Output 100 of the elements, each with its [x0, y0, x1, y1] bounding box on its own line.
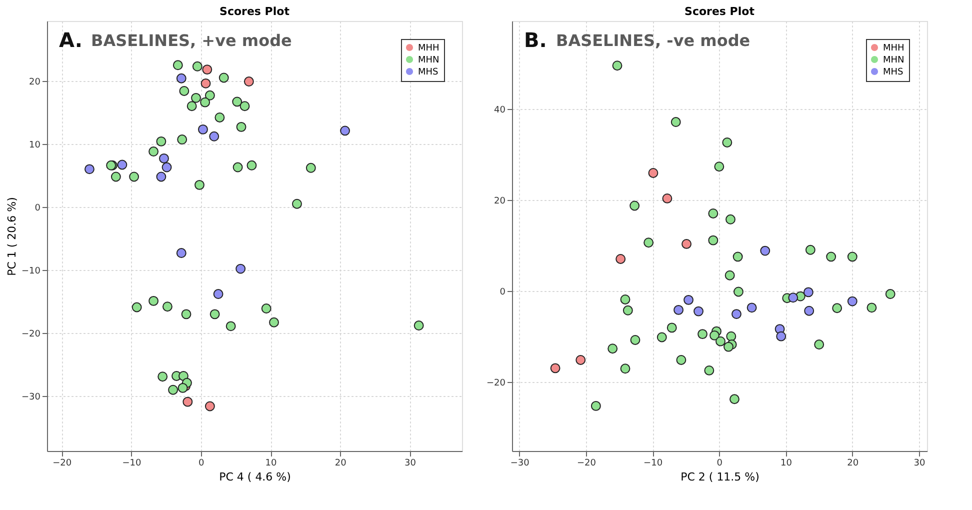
- x-tick-label: 10: [780, 458, 792, 468]
- chart-title: Scores Plot: [684, 5, 754, 18]
- point: [662, 193, 672, 204]
- legend-label: MHS: [883, 68, 904, 78]
- point: [698, 329, 708, 340]
- point: [710, 330, 720, 340]
- chart-title: Scores Plot: [220, 5, 290, 18]
- point: [117, 160, 128, 170]
- point: [340, 126, 350, 136]
- x-tick-label: 30: [404, 458, 416, 468]
- y-tick-label: 0: [500, 287, 506, 298]
- annotation: B.: [524, 28, 547, 52]
- point: [204, 401, 215, 412]
- point: [162, 302, 172, 312]
- point: [804, 306, 814, 316]
- point: [186, 101, 197, 112]
- point: [182, 396, 193, 407]
- point: [826, 252, 836, 262]
- point: [590, 400, 601, 411]
- point: [168, 384, 178, 395]
- point: [246, 160, 257, 170]
- point: [210, 309, 220, 320]
- annotation: A.: [59, 28, 82, 52]
- x-axis-title: PC 2 ( 11.5 %): [680, 470, 760, 484]
- point: [176, 73, 186, 84]
- annotation: BASELINES, -ve mode: [556, 31, 750, 50]
- point: [666, 322, 677, 333]
- point: [682, 239, 692, 249]
- x-tick-label: 0: [198, 458, 205, 468]
- point: [630, 335, 640, 345]
- point: [292, 198, 302, 209]
- point: [550, 363, 560, 374]
- point: [648, 168, 658, 178]
- point: [226, 321, 236, 332]
- point: [847, 296, 858, 306]
- point: [734, 286, 744, 297]
- x-tick-label: 0: [716, 458, 723, 468]
- point: [866, 302, 877, 313]
- x-tick-label: −20: [52, 458, 72, 468]
- x-tick-label: −20: [576, 458, 596, 468]
- point: [708, 235, 718, 246]
- point: [191, 92, 201, 103]
- point: [832, 303, 842, 314]
- point: [214, 112, 225, 122]
- point: [814, 340, 824, 350]
- point: [158, 372, 168, 382]
- point: [200, 78, 211, 88]
- y-tick-label: 10: [29, 140, 41, 150]
- point: [200, 97, 210, 108]
- y-tick-label: −20: [22, 330, 41, 340]
- point: [630, 200, 640, 211]
- point: [576, 355, 586, 365]
- point: [156, 172, 166, 182]
- point: [244, 76, 254, 86]
- x-tick-label: 20: [847, 458, 859, 468]
- point: [204, 90, 215, 100]
- point: [129, 172, 140, 182]
- point: [644, 238, 654, 248]
- y-axis-title: PC 1 ( 20.6 %): [6, 197, 19, 276]
- point: [722, 138, 732, 148]
- point: [194, 180, 204, 190]
- point: [414, 320, 424, 330]
- y-tick-label: 20: [494, 196, 506, 206]
- point: [670, 117, 681, 127]
- point: [612, 60, 622, 71]
- point: [847, 252, 858, 262]
- point: [732, 252, 743, 262]
- point: [172, 60, 183, 70]
- point: [788, 292, 798, 303]
- point: [676, 355, 686, 365]
- point: [192, 61, 202, 72]
- point: [885, 289, 896, 299]
- point: [708, 208, 718, 218]
- point: [608, 344, 618, 354]
- point: [261, 304, 272, 314]
- point: [724, 342, 734, 352]
- point: [181, 309, 192, 320]
- point: [156, 136, 166, 146]
- y-tick-label: 40: [494, 105, 506, 116]
- point: [177, 134, 188, 144]
- point: [162, 162, 172, 172]
- point: [726, 331, 736, 342]
- point: [805, 244, 816, 255]
- point: [179, 86, 190, 96]
- point: [704, 365, 714, 376]
- point: [159, 153, 169, 164]
- point: [746, 302, 757, 313]
- point: [198, 124, 208, 134]
- x-tick-label: −10: [122, 458, 142, 468]
- point: [776, 331, 786, 342]
- point: [622, 305, 633, 316]
- point: [236, 122, 246, 132]
- y-tick-label: 20: [29, 77, 41, 88]
- point: [110, 172, 121, 182]
- y-tick-label: −20: [486, 378, 506, 388]
- point: [730, 394, 740, 404]
- y-tick-label: 0: [34, 203, 41, 214]
- point: [202, 64, 212, 75]
- point: [209, 131, 220, 142]
- point: [732, 309, 742, 319]
